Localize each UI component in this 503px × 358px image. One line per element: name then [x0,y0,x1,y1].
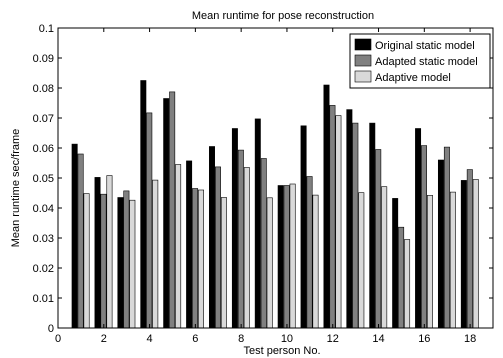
bar-3-4 [152,179,159,329]
x-tick-label: 6 [192,333,198,345]
y-tick-label: 0.04 [33,203,54,215]
x-tick-label: 16 [418,333,430,345]
bar-1-5 [163,98,170,329]
bar-1-3 [117,197,124,329]
y-tick-label: 0.09 [33,53,54,65]
bar-3-7 [220,197,227,329]
x-tick-label: 10 [281,333,293,345]
bar-3-15 [404,239,411,329]
bar-3-10 [289,183,296,329]
bar-2-4 [146,112,153,329]
bar-2-1 [77,153,84,329]
chart-title: Mean runtime for pose reconstruction [192,10,374,22]
bar-3-16 [426,195,433,329]
y-tick-label: 0.05 [33,173,54,185]
plot-area: 0 0.01 0.02 0.03 0.04 0.05 0.06 0.07 0.08 0.09 0.1… [33,23,494,345]
y-tick-label: 0.1 [39,23,54,35]
bar-2-2 [100,193,107,329]
x-tick-label: 12 [327,333,339,345]
bar-2-15 [398,226,405,329]
x-tick-label: 18 [464,333,476,345]
bar-3-1 [83,193,90,329]
bar-2-6 [192,188,199,329]
y-tick-label: 0 [48,323,54,335]
x-tick-label: 2 [101,333,107,345]
bar-1-1 [71,143,78,329]
bar-1-18 [460,180,467,329]
x-axis-title: Test person No. [243,345,320,357]
x-tick-label: 14 [372,333,384,345]
x-tick-label: 8 [238,333,244,345]
bar-3-17 [449,191,456,329]
bar-2-3 [123,190,130,329]
bar-3-6 [198,189,204,329]
legend-label-1: Original static model [375,40,475,52]
bar-1-2 [94,177,101,329]
bar-3-8 [243,167,250,329]
bar-2-11 [306,176,313,329]
legend-swatch-3 [354,70,372,83]
bar-3-3 [129,199,136,329]
legend-swatch-2 [354,54,372,67]
bar-2-9 [260,158,267,329]
bar-1-14 [369,122,376,329]
bar-2-8 [237,149,244,329]
legend-label-3: Adaptive model [375,72,451,84]
y-axis-title: Mean runtime sec/frame [10,129,22,248]
bar-3-9 [266,197,273,329]
y-tick-label: 0.06 [33,143,54,155]
bar-1-7 [209,146,215,329]
bar-1-10 [277,185,284,329]
bar-3-2 [106,175,113,329]
bar-3-5 [175,164,182,329]
bar-1-6 [186,160,193,329]
legend-swatch-1 [354,38,372,51]
bar-2-14 [375,149,382,329]
bar-3-11 [312,194,319,329]
x-tick-label: 0 [55,333,61,345]
bar-1-12 [323,84,330,329]
bar-2-7 [214,166,221,329]
bar-2-10 [283,185,290,329]
bar-2-12 [329,105,336,329]
bar-2-17 [443,146,450,329]
bar-2-5 [169,91,176,329]
bar-2-16 [421,145,427,329]
y-tick-label: 0.07 [33,113,54,125]
bar-1-15 [392,198,399,329]
bar-2-18 [466,169,473,329]
bar-2-13 [352,122,359,329]
bar-1-11 [300,125,307,329]
bar-1-8 [231,128,238,329]
x-tick-label: 4 [147,333,153,345]
bar-3-13 [358,192,365,329]
legend-label-2: Adapted static model [375,56,478,68]
bar-1-9 [254,118,261,329]
y-tick-label: 0.08 [33,83,54,95]
bar-3-18 [472,179,479,329]
bar-1-16 [415,128,422,329]
legend-box [349,33,491,89]
bar-1-13 [346,109,353,329]
bar-3-14 [381,186,388,329]
bar-1-4 [140,80,147,329]
bar-1-17 [437,159,444,329]
y-tick-label: 0.03 [33,233,54,245]
bar-3-12 [335,115,342,329]
y-tick-label: 0.02 [33,263,54,275]
y-tick-label: 0.01 [33,293,54,305]
